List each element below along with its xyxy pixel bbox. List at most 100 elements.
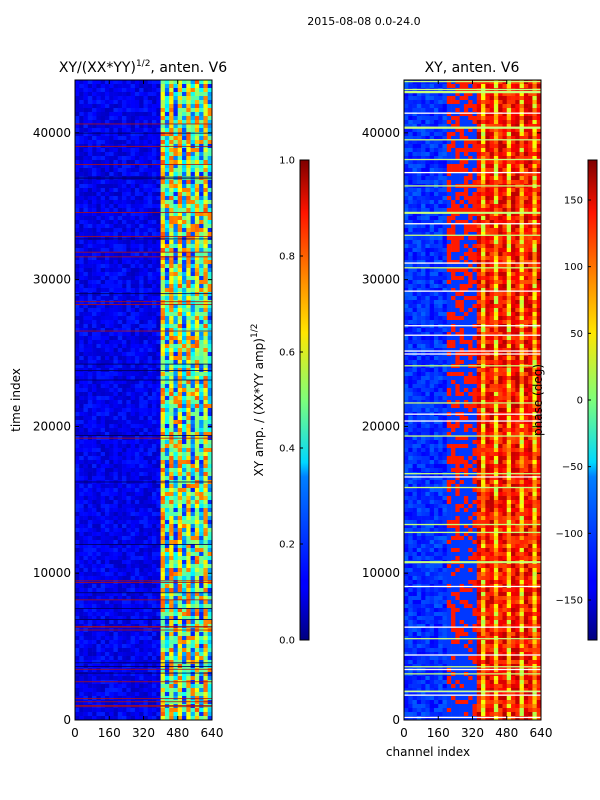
heatmap1-cell [160, 676, 166, 681]
heatmap1-cell [139, 272, 144, 277]
heatmap1-cell [152, 524, 157, 529]
heatmap1-cell [139, 160, 144, 165]
heatmap1-cell [173, 512, 179, 517]
heatmap1-cell [139, 492, 144, 497]
heatmap1-cell [182, 408, 187, 413]
heatmap1-cell [182, 640, 187, 645]
heatmap1-cell [156, 488, 161, 493]
heatmap1-cell [79, 396, 84, 401]
heatmap1-cell [100, 696, 106, 701]
heatmap1-cell [194, 556, 200, 561]
heatmap1-cell [164, 512, 170, 517]
heatmap1-cell [152, 420, 157, 425]
heatmap1-cell [134, 172, 140, 177]
heatmap1-cell [104, 540, 110, 545]
heatmap1-cell [109, 228, 114, 233]
heatmap1-cell [190, 408, 196, 413]
heatmap1-cell [194, 536, 200, 541]
heatmap1-cell [83, 124, 89, 129]
heatmap1-cell [139, 408, 144, 413]
heatmap1-cell [147, 660, 153, 665]
heatmap1-cell [75, 324, 80, 329]
heatmap1-cell [130, 200, 136, 205]
heatmap1-cell [152, 376, 157, 381]
heatmap1-cell [83, 408, 89, 413]
heatmap1-cell [199, 396, 204, 401]
heatmap1-cell [207, 280, 212, 285]
heatmap1-cell [152, 568, 157, 573]
heatmap1-cell [186, 396, 191, 401]
heatmap1-cell [190, 184, 196, 189]
heatmap1-cell [113, 196, 119, 201]
heatmap1-cell [194, 288, 200, 293]
heatmap1-cell [79, 380, 84, 385]
heatmap1-cell [134, 96, 140, 101]
heatmap1-cell [164, 108, 170, 113]
heatmap1-cell [83, 336, 89, 341]
heatmap1-cell [100, 196, 106, 201]
heatmap1-cell [79, 452, 84, 457]
heatmap1-cell [177, 180, 183, 185]
heatmap1-cell [182, 244, 187, 249]
heatmap1-cell [122, 240, 127, 245]
heatmap1-cell [169, 344, 174, 349]
heatmap1-cell [160, 84, 166, 89]
heatmap1-cell [169, 80, 174, 85]
heatmap1-cell [122, 260, 127, 265]
heatmap1-cell [113, 252, 119, 257]
heatmap1-cell [134, 356, 140, 361]
heatmap1-cell [186, 300, 191, 305]
heatmap1-cell [177, 164, 183, 169]
heatmap1-cell [173, 148, 179, 153]
heatmap1-cell [177, 612, 183, 617]
heatmap1-cell [160, 224, 166, 229]
heatmap1-cell [182, 164, 187, 169]
heatmap1-cell [169, 652, 174, 657]
heatmap1-cell [75, 208, 80, 213]
heatmap1-cell [126, 160, 131, 165]
heatmap1-cell [134, 124, 140, 129]
heatmap1-cell [96, 328, 101, 333]
heatmap1-cell [122, 672, 127, 677]
heatmap1-cell [207, 224, 212, 229]
heatmap1-cell [147, 344, 153, 349]
heatmap1-cell [117, 448, 123, 453]
heatmap1-cell [122, 496, 127, 501]
heatmap1-cell [190, 104, 196, 109]
heatmap1-cell [207, 84, 212, 89]
heatmap1-cell [104, 520, 110, 525]
heatmap1-cell [207, 232, 212, 237]
heatmap1-cell [156, 292, 161, 297]
heatmap1-cell [152, 288, 157, 293]
heatmap1-cell [186, 236, 191, 241]
heatmap1-cell [92, 120, 97, 125]
heatmap1-cell [186, 328, 191, 333]
heatmap1-cell [152, 520, 157, 525]
heatmap1-cell [147, 168, 153, 173]
heatmap1-cell [190, 500, 196, 505]
heatmap1-cell [147, 304, 153, 309]
heatmap1-cell [100, 248, 106, 253]
heatmap1-cell [100, 228, 106, 233]
heatmap1-cell [100, 172, 106, 177]
heatmap1-cell [117, 424, 123, 429]
heatmap1-cell [126, 520, 131, 525]
heatmap1-cell [130, 520, 136, 525]
heatmap1-cell [203, 652, 209, 657]
heatmap1-cell [182, 88, 187, 93]
heatmap1-cell [96, 192, 101, 197]
heatmap1-cell [143, 360, 149, 365]
heatmap1-cell [83, 684, 89, 689]
heatmap1-cell [147, 672, 153, 677]
heatmap1-cell [156, 508, 161, 513]
heatmap1-cell [126, 668, 131, 673]
heatmap1-cell [109, 416, 114, 421]
heatmap1-cell [134, 264, 140, 269]
heatmap1-cell [203, 84, 209, 89]
heatmap1-cell [186, 252, 191, 257]
heatmap1-cell [113, 636, 119, 641]
heatmap1-cell [100, 80, 106, 85]
heatmap1-cell [190, 516, 196, 521]
heatmap1-cell [130, 252, 136, 257]
heatmap1-cell [164, 616, 170, 621]
